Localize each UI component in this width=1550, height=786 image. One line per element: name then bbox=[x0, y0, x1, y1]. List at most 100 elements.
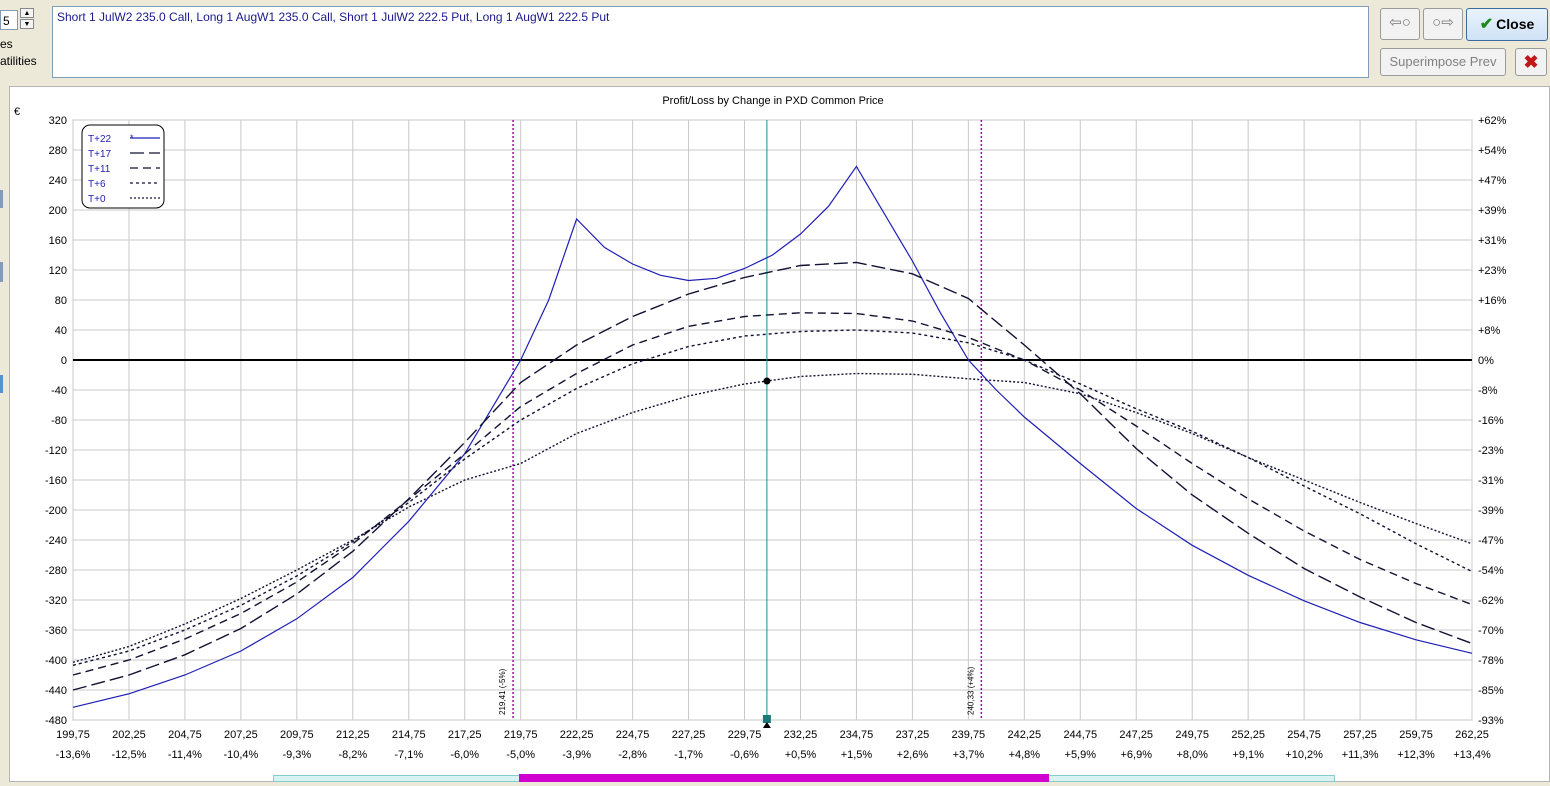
left-edge-widget bbox=[0, 190, 3, 208]
y-tick-label: 200 bbox=[49, 205, 67, 217]
chart-frame: Profit/Loss by Change in PXD Common Pric… bbox=[9, 86, 1550, 782]
y-right-label: -23% bbox=[1478, 445, 1504, 457]
superimpose-prev-button[interactable]: Superimpose Prev bbox=[1380, 48, 1506, 76]
x-tick-label: 244,75 bbox=[1063, 729, 1097, 741]
current-price-handle[interactable] bbox=[762, 715, 771, 723]
spin-down-icon[interactable]: ▼ bbox=[20, 19, 34, 29]
back-button[interactable]: ⇦○ bbox=[1380, 8, 1420, 40]
x-pct-label: -8,2% bbox=[338, 749, 367, 761]
x-pct-label: +5,9% bbox=[1065, 749, 1097, 761]
y-tick-label: -200 bbox=[45, 505, 67, 517]
x-pct-label: +13,4% bbox=[1453, 749, 1491, 761]
y-tick-label: 40 bbox=[55, 325, 67, 337]
y-right-label: +8% bbox=[1478, 325, 1501, 337]
y-right-label: -85% bbox=[1478, 685, 1504, 697]
y-tick-label: -360 bbox=[45, 625, 67, 637]
x-pct-label: +4,8% bbox=[1009, 749, 1041, 761]
x-tick-label: 247,25 bbox=[1119, 729, 1153, 741]
y-right-label: -62% bbox=[1478, 595, 1504, 607]
x-pct-label: -1,7% bbox=[674, 749, 703, 761]
x-pct-label: +2,6% bbox=[897, 749, 929, 761]
forward-button[interactable]: ○⇨ bbox=[1423, 8, 1463, 40]
y-right-label: -78% bbox=[1478, 655, 1504, 667]
x-tick-label: 199,75 bbox=[56, 729, 90, 741]
x-tick-label: 257,25 bbox=[1343, 729, 1377, 741]
x-tick-label: 202,25 bbox=[112, 729, 146, 741]
x-pct-label: -2,8% bbox=[618, 749, 647, 761]
y-tick-label: 120 bbox=[49, 265, 67, 277]
breakeven-label: 219,41 (-5%) bbox=[498, 668, 507, 715]
close-button[interactable]: ✔ Close bbox=[1466, 8, 1548, 41]
y-right-label: -70% bbox=[1478, 625, 1504, 637]
x-tick-label: 219,75 bbox=[504, 729, 538, 741]
y-right-label: +39% bbox=[1478, 205, 1507, 217]
y-tick-label: 280 bbox=[49, 145, 67, 157]
strategy-description[interactable]: Short 1 JulW2 235.0 Call, Long 1 AugW1 2… bbox=[52, 6, 1369, 78]
y-tick-label: -40 bbox=[51, 385, 67, 397]
chart-title: Profit/Loss by Change in PXD Common Pric… bbox=[662, 95, 883, 107]
x-tick-label: 237,25 bbox=[896, 729, 930, 741]
y-right-label: +16% bbox=[1478, 295, 1507, 307]
x-pct-label: -12,5% bbox=[112, 749, 147, 761]
legend-label: T+17 bbox=[88, 149, 112, 160]
left-edge-widget bbox=[0, 262, 3, 282]
x-tick-label: 227,25 bbox=[672, 729, 706, 741]
x-tick-label: 204,75 bbox=[168, 729, 202, 741]
y-right-label: +62% bbox=[1478, 115, 1507, 127]
x-tick-label: 222,25 bbox=[560, 729, 594, 741]
x-tick-label: 262,25 bbox=[1455, 729, 1489, 741]
x-pct-label: +0,5% bbox=[785, 749, 817, 761]
quantity-stepper[interactable]: 5 ▲ ▼ bbox=[0, 8, 36, 30]
y-right-label: +47% bbox=[1478, 175, 1507, 187]
pl-chart[interactable]: Profit/Loss by Change in PXD Common Pric… bbox=[10, 87, 1549, 781]
y-right-label: -47% bbox=[1478, 535, 1504, 547]
x-icon: ✖ bbox=[1523, 52, 1539, 72]
x-pct-label: +9,1% bbox=[1232, 749, 1264, 761]
x-tick-label: 209,75 bbox=[280, 729, 314, 741]
legend-label: T+11 bbox=[88, 164, 111, 175]
x-pct-label: -11,4% bbox=[168, 749, 202, 761]
forward-arrow-icon: ○⇨ bbox=[1432, 14, 1454, 31]
y-tick-label: 160 bbox=[49, 235, 67, 247]
legend-box bbox=[81, 124, 165, 209]
x-pct-label: -5,0% bbox=[506, 749, 535, 761]
y-tick-label: -160 bbox=[45, 475, 67, 487]
spinner-value[interactable]: 5 bbox=[0, 10, 18, 30]
x-tick-label: 249,75 bbox=[1175, 729, 1209, 741]
y-right-label: +23% bbox=[1478, 265, 1507, 277]
spin-up-icon[interactable]: ▲ bbox=[20, 8, 34, 18]
series-line-tplus17 bbox=[72, 261, 1473, 691]
y-right-label: 0% bbox=[1478, 355, 1494, 367]
x-pct-label: +12,3% bbox=[1397, 749, 1435, 761]
y-tick-label: -80 bbox=[51, 415, 67, 427]
x-pct-label: -0,6% bbox=[730, 749, 759, 761]
series-line-tplus22 bbox=[72, 165, 1473, 708]
cancel-button[interactable]: ✖ bbox=[1515, 48, 1547, 76]
x-tick-label: 259,75 bbox=[1399, 729, 1433, 741]
left-edge-widget bbox=[0, 375, 3, 393]
x-tick-label: 242,25 bbox=[1007, 729, 1041, 741]
y-tick-label: -120 bbox=[45, 445, 67, 457]
breakeven-label: 240,33 (+4%) bbox=[966, 666, 975, 715]
series-line-tplus0 bbox=[72, 372, 1473, 663]
currency-symbol: € bbox=[14, 106, 20, 118]
left-label-2: atilities bbox=[0, 54, 37, 68]
y-tick-label: 240 bbox=[49, 175, 67, 187]
x-pct-label: -3,9% bbox=[562, 749, 591, 761]
y-tick-label: -440 bbox=[45, 685, 67, 697]
x-tick-label: 239,75 bbox=[952, 729, 986, 741]
y-right-label: -31% bbox=[1478, 475, 1504, 487]
x-pct-label: -9,3% bbox=[282, 749, 311, 761]
x-pct-label: -6,0% bbox=[450, 749, 479, 761]
y-tick-label: 80 bbox=[55, 295, 67, 307]
y-right-label: -39% bbox=[1478, 505, 1504, 517]
x-pct-label: +10,2% bbox=[1285, 749, 1323, 761]
checkmark-icon: ✔ bbox=[1479, 16, 1494, 33]
x-pct-label: +1,5% bbox=[841, 749, 873, 761]
legend-label: T+6 bbox=[88, 179, 106, 190]
legend-label: T+0 bbox=[88, 194, 106, 205]
x-tick-label: 252,25 bbox=[1231, 729, 1265, 741]
bottom-scrollbar-thumb[interactable] bbox=[519, 774, 1049, 782]
x-tick-label: 229,75 bbox=[728, 729, 762, 741]
x-pct-label: +3,7% bbox=[953, 749, 985, 761]
